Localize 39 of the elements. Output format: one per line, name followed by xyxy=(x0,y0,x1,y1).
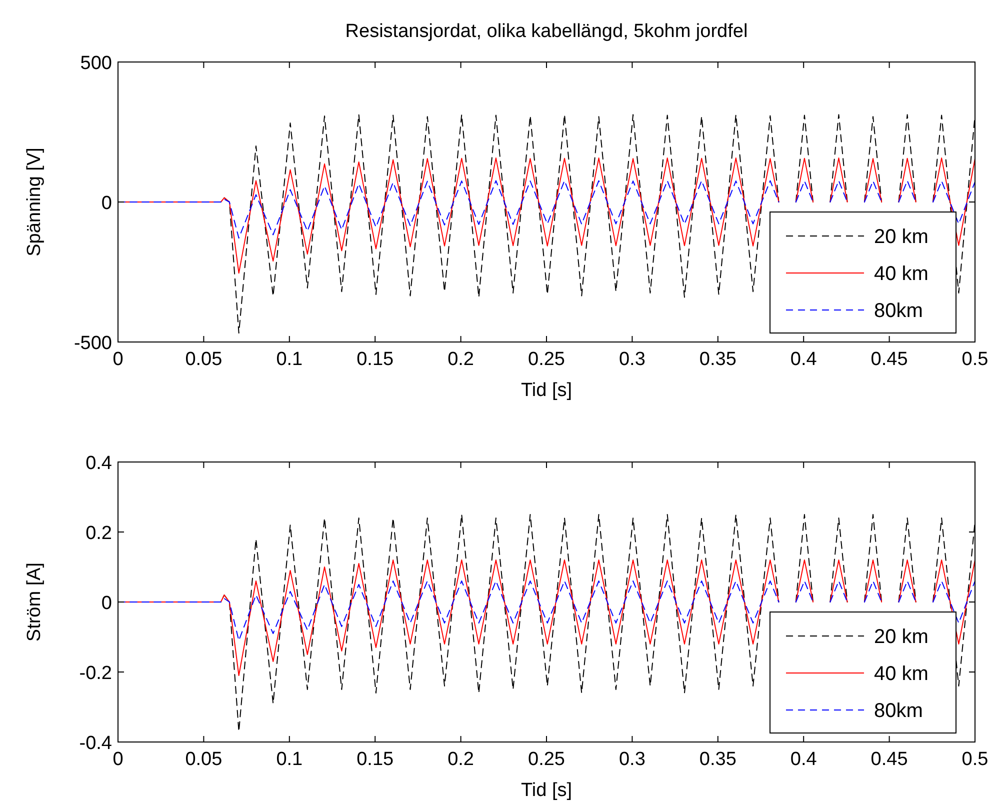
x-tick-label: 0.25 xyxy=(528,349,565,370)
x-axis-title: Tid [s] xyxy=(520,780,572,801)
chart-title: Resistansjordat, olika kabellängd, 5kohm jordfel xyxy=(345,21,748,42)
legend-label: 80km xyxy=(874,700,923,722)
x-tick-label: 0.45 xyxy=(870,349,908,370)
x-tick-label: 0.4 xyxy=(790,749,818,770)
legend-label: 20 km xyxy=(874,626,928,648)
x-tick-label: 0.15 xyxy=(356,349,394,370)
legend-label: 40 km xyxy=(874,663,928,685)
x-axis-title: Tid [s] xyxy=(520,380,572,401)
x-tick-label: 0.05 xyxy=(185,349,222,370)
y-tick-label: 500 xyxy=(80,53,112,74)
x-tick-label: 0.15 xyxy=(356,749,394,770)
x-tick-label: 0.1 xyxy=(276,749,303,770)
x-tick-label: 0.4 xyxy=(790,349,818,370)
y-axis-title: Spänning [V] xyxy=(24,148,45,256)
y-tick-label: -0.2 xyxy=(79,663,112,684)
x-tick-label: 0.5 xyxy=(962,349,988,370)
x-tick-label: 0.5 xyxy=(962,749,988,770)
legend-label: 40 km xyxy=(874,263,928,285)
y-tick-label: -500 xyxy=(74,333,112,354)
x-tick-label: 0.3 xyxy=(618,749,646,770)
x-tick-label: 0.2 xyxy=(448,749,474,770)
x-tick-label: 0.1 xyxy=(276,349,303,370)
y-axis-title: Ström [A] xyxy=(24,562,45,642)
x-tick-label: 0.25 xyxy=(528,749,565,770)
x-tick-label: 0.45 xyxy=(870,749,908,770)
x-tick-label: 0.35 xyxy=(699,349,736,370)
y-tick-label: 0 xyxy=(101,593,112,614)
y-tick-label: 0.2 xyxy=(86,523,112,544)
x-tick-label: 0.3 xyxy=(618,349,646,370)
y-tick-label: 0 xyxy=(101,193,112,214)
legend-label: 80km xyxy=(874,300,923,322)
y-tick-label: 0.4 xyxy=(86,453,112,474)
y-tick-label: -0.4 xyxy=(79,733,112,754)
x-tick-label: 0.2 xyxy=(448,349,474,370)
x-tick-label: 0.35 xyxy=(699,749,736,770)
legend-label: 20 km xyxy=(874,226,928,248)
x-tick-label: 0.05 xyxy=(185,749,222,770)
